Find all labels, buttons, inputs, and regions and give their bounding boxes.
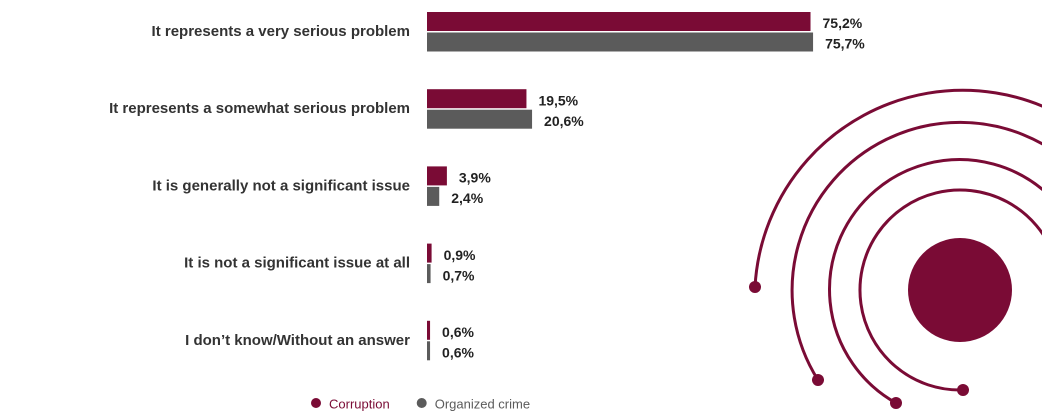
bar <box>427 186 440 206</box>
bar <box>427 320 431 340</box>
legend-label: Corruption <box>329 396 390 411</box>
value-label: 20,6% <box>544 113 584 129</box>
category-label: It is generally not a significant issue <box>152 177 410 194</box>
legend-marker <box>416 398 427 408</box>
arc <box>790 120 1042 381</box>
decoration <box>753 88 1042 405</box>
value-label: 2,4% <box>451 190 483 206</box>
value-label: 0,7% <box>443 267 475 283</box>
bar <box>427 166 447 186</box>
bar <box>427 243 432 263</box>
arc <box>828 158 1042 405</box>
value-label: 0,6% <box>442 345 474 361</box>
value-label: 19,5% <box>538 92 578 108</box>
bar <box>427 264 431 284</box>
value-label: 0,6% <box>442 324 474 340</box>
bar <box>427 341 431 361</box>
arc <box>858 188 1042 392</box>
dot <box>890 397 902 409</box>
category-label: It is not a significant issue at all <box>184 255 410 272</box>
bar <box>427 109 533 129</box>
dot <box>812 374 824 386</box>
category-label: It represents a very serious problem <box>152 23 410 40</box>
category-label: I don’t know/Without an answer <box>185 332 410 349</box>
category-label: It represents a somewhat serious problem <box>109 100 410 117</box>
dot <box>957 384 969 396</box>
arc <box>753 88 1042 288</box>
value-label: 75,7% <box>825 36 865 52</box>
bar <box>427 32 814 52</box>
legend-marker <box>311 398 321 408</box>
disc <box>908 238 1012 342</box>
dot <box>749 281 761 293</box>
bar <box>427 89 527 109</box>
value-label: 75,2% <box>823 15 863 31</box>
value-label: 3,9% <box>459 170 491 186</box>
bar <box>427 12 811 31</box>
legend-label: Organized crime <box>435 396 530 411</box>
value-label: 0,9% <box>444 247 476 263</box>
decoration-dots <box>749 238 1012 409</box>
